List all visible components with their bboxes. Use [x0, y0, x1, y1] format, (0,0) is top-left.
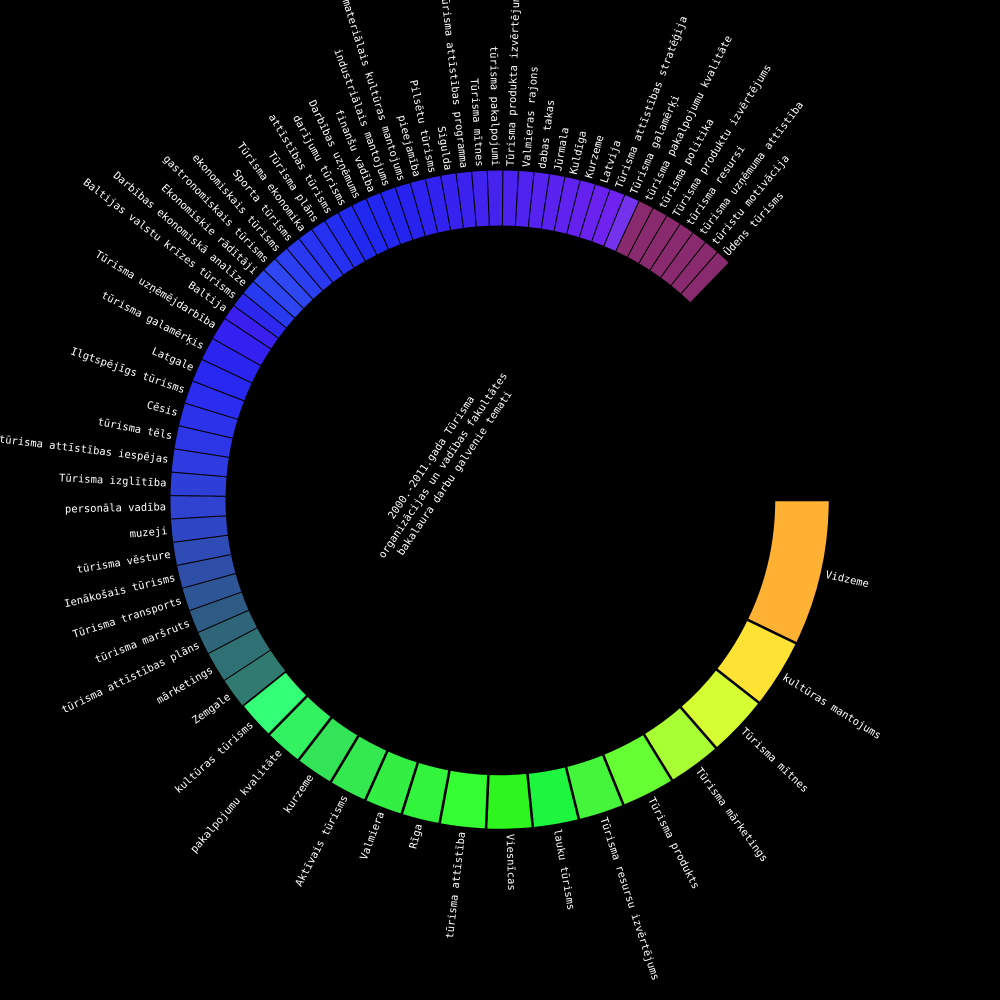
segment-label: Rīga [407, 823, 425, 850]
segment-label: Tūrisma produkta izvērtējums [505, 0, 523, 166]
segment-label: lauku tūrisms [551, 828, 577, 911]
segment-label: Viesnīcas [504, 834, 518, 891]
chart-title: 2000.-2011.gada Tūrisma organizācijas un… [376, 370, 514, 560]
segment-label: tūrisma tēls [97, 416, 174, 442]
segment-bar [169, 494, 227, 520]
segment-label: Cēsis [145, 399, 179, 419]
segment-bar [744, 498, 832, 646]
segment-label: Valmiera [358, 810, 387, 862]
segment-label: Tūrisma resursu izvērtējums [597, 816, 661, 982]
segment-label: Tūrisma izglītība [59, 472, 167, 489]
segment-label: kurzeme [281, 772, 316, 815]
segment-label: Vidzeme [824, 569, 870, 591]
segment-label: Tūrisma mītnes [738, 726, 810, 796]
segment-label: tūrisma attīstība [444, 831, 468, 939]
segment-label: Tūrisma mītnes [468, 78, 485, 167]
segment-label: kultūras mantojums [780, 672, 883, 742]
chart-title-line-2: organizācijas un vadības fakultātes [376, 370, 510, 560]
segment-bar [680, 251, 730, 304]
segment-label: tūrisma vēsture [76, 549, 172, 576]
segment-label: Tūrisma produkts [645, 795, 701, 891]
segment-label: tūrisma galamērķis [99, 289, 206, 352]
segment-label: muzeji [129, 525, 168, 540]
segment-label: mārketings [155, 664, 216, 706]
segment-label: Sigulda [435, 125, 454, 171]
segment-label: Aktīvais tūrisms [293, 793, 350, 888]
segment-label: Tūrisma mārketings [693, 766, 770, 865]
segment-bar [486, 169, 504, 227]
segment-label: Zemgale [190, 691, 233, 727]
segment-label: tūrisma pakalpojumi [487, 46, 501, 166]
segment-label: Latgale [150, 345, 195, 373]
segment-group [169, 169, 832, 832]
segment-label: personāla vadība [65, 501, 166, 515]
segment-label: tūrisma attīstības iespējas [0, 433, 169, 465]
segment-bar [484, 771, 535, 832]
